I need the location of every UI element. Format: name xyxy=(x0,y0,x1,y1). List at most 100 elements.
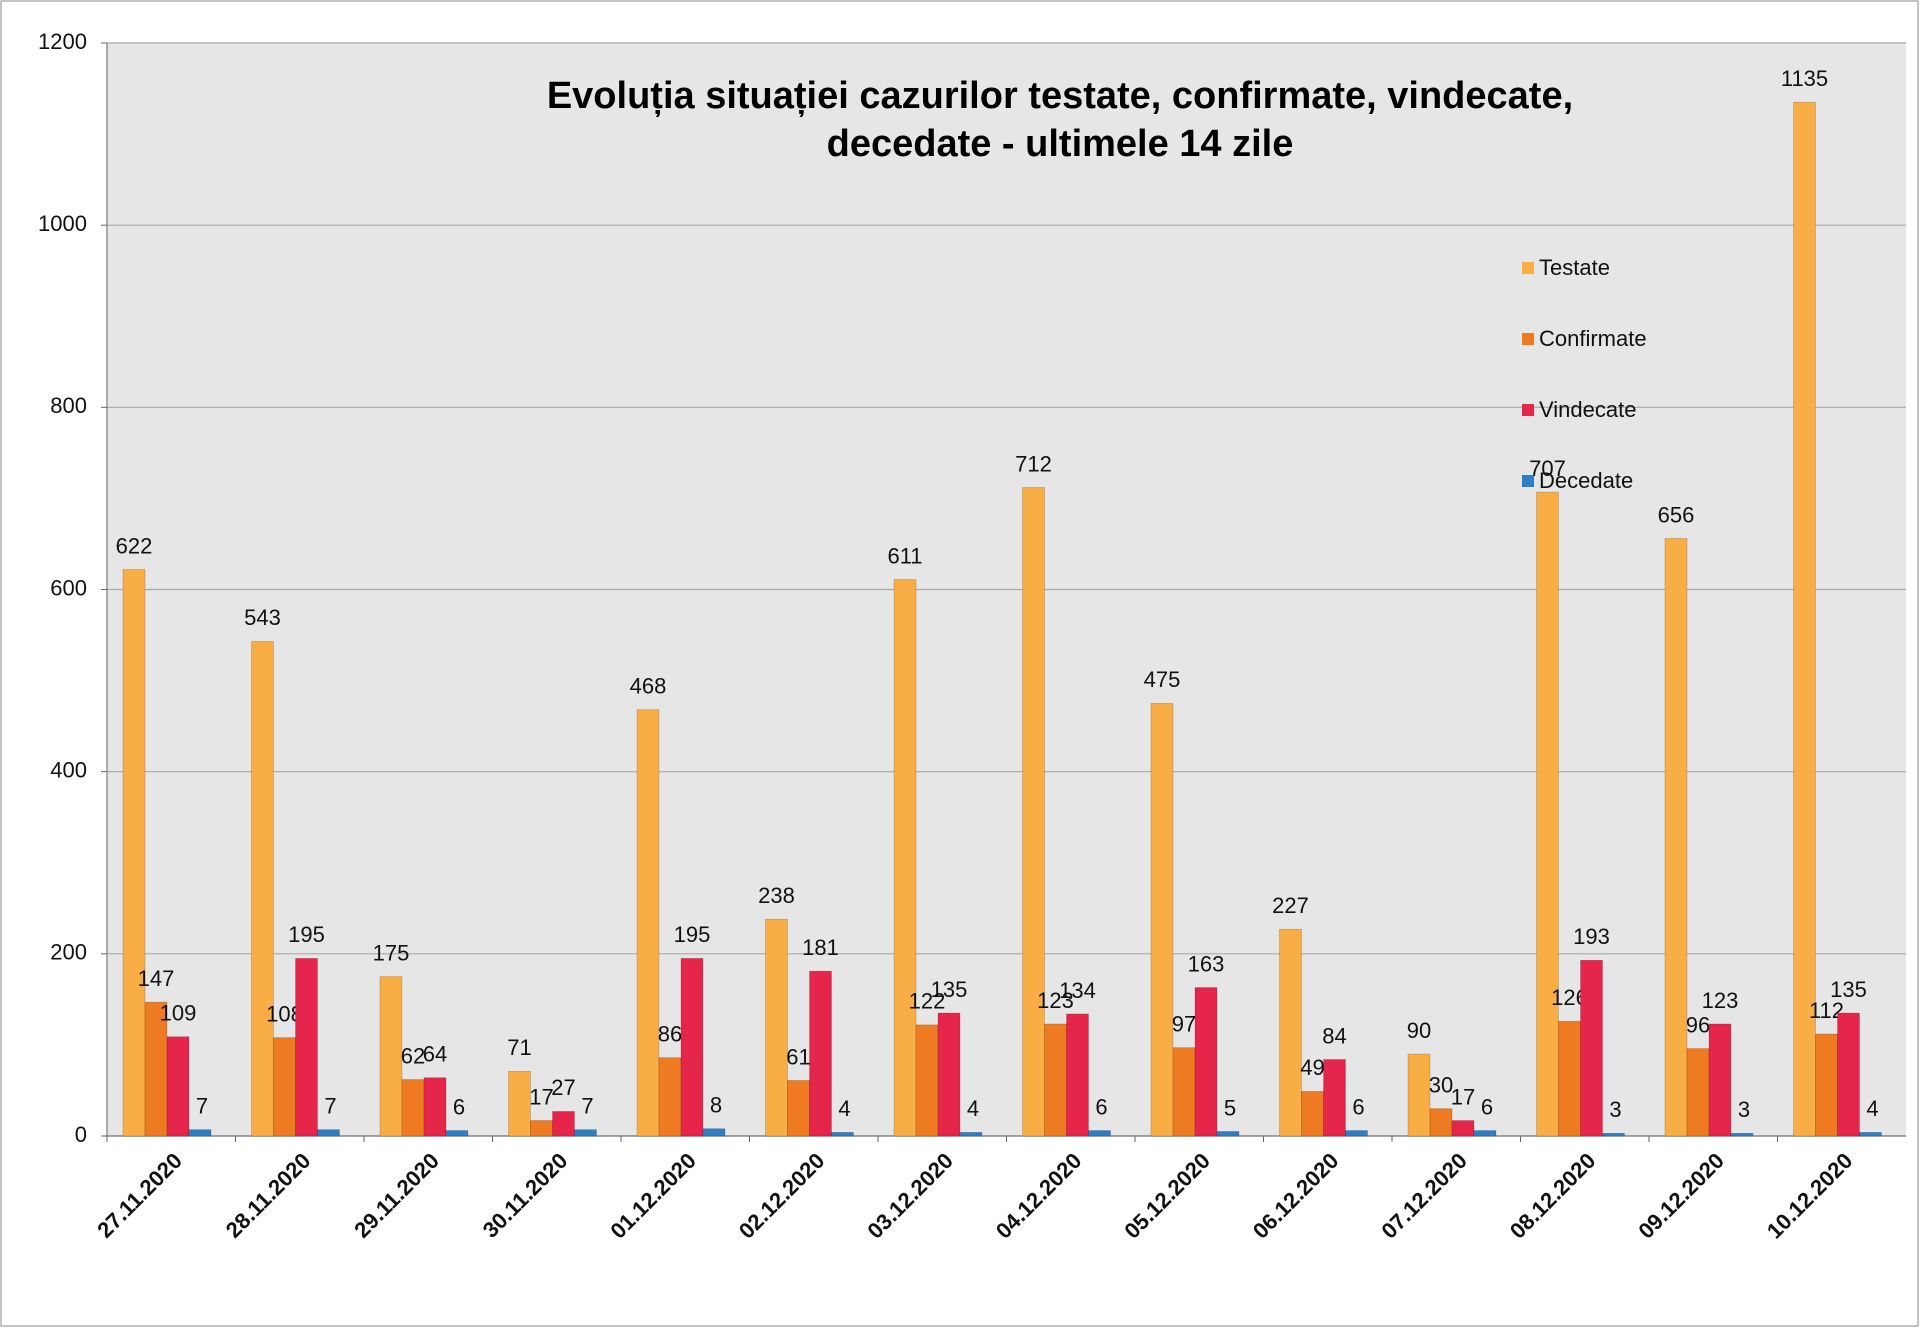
value-label: 622 xyxy=(116,533,153,558)
bar xyxy=(893,579,917,1137)
bar xyxy=(251,641,274,1137)
value-label: 6 xyxy=(1095,1094,1107,1119)
y-tick-label: 1000 xyxy=(38,211,87,236)
bar xyxy=(636,709,660,1137)
bar xyxy=(1473,1130,1497,1137)
value-label: 163 xyxy=(1188,951,1225,976)
legend-swatch xyxy=(1522,333,1534,345)
value-label: 7 xyxy=(324,1093,336,1118)
value-label: 84 xyxy=(1322,1023,1346,1048)
value-label: 49 xyxy=(1300,1055,1324,1080)
value-label: 3 xyxy=(1609,1097,1621,1122)
bar xyxy=(1150,703,1174,1137)
value-label: 147 xyxy=(138,966,175,991)
value-label: 96 xyxy=(1686,1012,1710,1037)
bar xyxy=(809,970,832,1137)
bar xyxy=(552,1111,575,1137)
bar xyxy=(574,1129,597,1137)
bar xyxy=(1323,1059,1346,1137)
value-label: 6 xyxy=(1481,1094,1493,1119)
value-label: 6 xyxy=(453,1094,465,1119)
value-label: 7 xyxy=(196,1093,208,1118)
bar xyxy=(379,976,403,1137)
value-label: 71 xyxy=(507,1035,531,1060)
value-label: 195 xyxy=(674,922,711,947)
x-tick-label: 30.11.2020 xyxy=(478,1148,573,1243)
value-label: 227 xyxy=(1272,893,1309,918)
value-label: 611 xyxy=(887,543,922,568)
bar xyxy=(1536,491,1559,1137)
x-tick-label: 01.12.2020 xyxy=(605,1148,701,1244)
value-label: 64 xyxy=(423,1042,447,1067)
value-label: 61 xyxy=(786,1044,810,1069)
bar xyxy=(401,1079,425,1137)
bar xyxy=(1664,538,1688,1137)
value-label: 135 xyxy=(931,977,968,1002)
bar xyxy=(1301,1091,1324,1137)
x-tick-label: 02.12.2020 xyxy=(734,1148,830,1244)
bar xyxy=(1216,1131,1240,1137)
value-label: 656 xyxy=(1658,502,1695,527)
bar xyxy=(1602,1132,1625,1137)
value-label: 195 xyxy=(288,922,325,947)
value-label: 17 xyxy=(1451,1084,1475,1109)
legend-label: Confirmate xyxy=(1539,326,1647,351)
bar xyxy=(1088,1130,1111,1137)
value-label: 707 xyxy=(1529,456,1566,481)
bar xyxy=(937,1012,961,1137)
value-label: 27 xyxy=(551,1075,575,1100)
bar xyxy=(1044,1023,1067,1137)
value-label: 238 xyxy=(758,883,795,908)
value-label: 4 xyxy=(967,1096,979,1121)
x-tick-label: 09.12.2020 xyxy=(1633,1148,1729,1244)
bar xyxy=(1345,1130,1368,1137)
bar xyxy=(1194,987,1218,1137)
y-tick-label: 0 xyxy=(75,1122,87,1147)
value-label: 134 xyxy=(1059,978,1096,1003)
bar xyxy=(765,918,788,1137)
legend-swatch xyxy=(1522,262,1534,274)
bar xyxy=(1837,1012,1860,1137)
value-label: 97 xyxy=(1172,1011,1196,1036)
legend-label: Testate xyxy=(1539,255,1610,280)
bar xyxy=(1429,1108,1453,1137)
value-label: 123 xyxy=(1037,988,1074,1013)
value-label: 17 xyxy=(529,1084,553,1109)
value-label: 193 xyxy=(1573,924,1610,949)
value-label: 712 xyxy=(1015,451,1052,476)
bar xyxy=(1451,1120,1475,1137)
x-tick-label: 08.12.2020 xyxy=(1505,1148,1601,1244)
y-tick-label: 600 xyxy=(50,575,87,600)
bar xyxy=(1730,1132,1754,1137)
value-label: 8 xyxy=(710,1093,722,1118)
bar xyxy=(1407,1053,1431,1137)
bar xyxy=(188,1129,212,1137)
value-label: 1135 xyxy=(1781,66,1828,91)
bar xyxy=(1558,1020,1581,1137)
bar xyxy=(317,1129,340,1137)
value-label: 4 xyxy=(1866,1096,1878,1121)
bar xyxy=(1815,1033,1838,1137)
value-label: 5 xyxy=(1224,1095,1236,1120)
value-label: 123 xyxy=(1702,988,1739,1013)
bar xyxy=(831,1132,854,1137)
value-label: 175 xyxy=(373,940,410,965)
bar xyxy=(445,1130,469,1137)
value-label: 468 xyxy=(630,674,667,699)
value-label: 4 xyxy=(838,1096,850,1121)
bar xyxy=(508,1071,531,1137)
bar xyxy=(295,958,318,1137)
bar xyxy=(1022,487,1045,1137)
bar xyxy=(1172,1047,1196,1137)
y-tick-label: 1200 xyxy=(38,29,87,54)
value-label: 475 xyxy=(1144,667,1181,692)
bar xyxy=(915,1024,939,1137)
value-label: 30 xyxy=(1429,1072,1453,1097)
bar xyxy=(423,1077,447,1137)
legend-label: Decedate xyxy=(1539,468,1633,493)
bar xyxy=(166,1036,190,1137)
bar xyxy=(1708,1023,1732,1137)
